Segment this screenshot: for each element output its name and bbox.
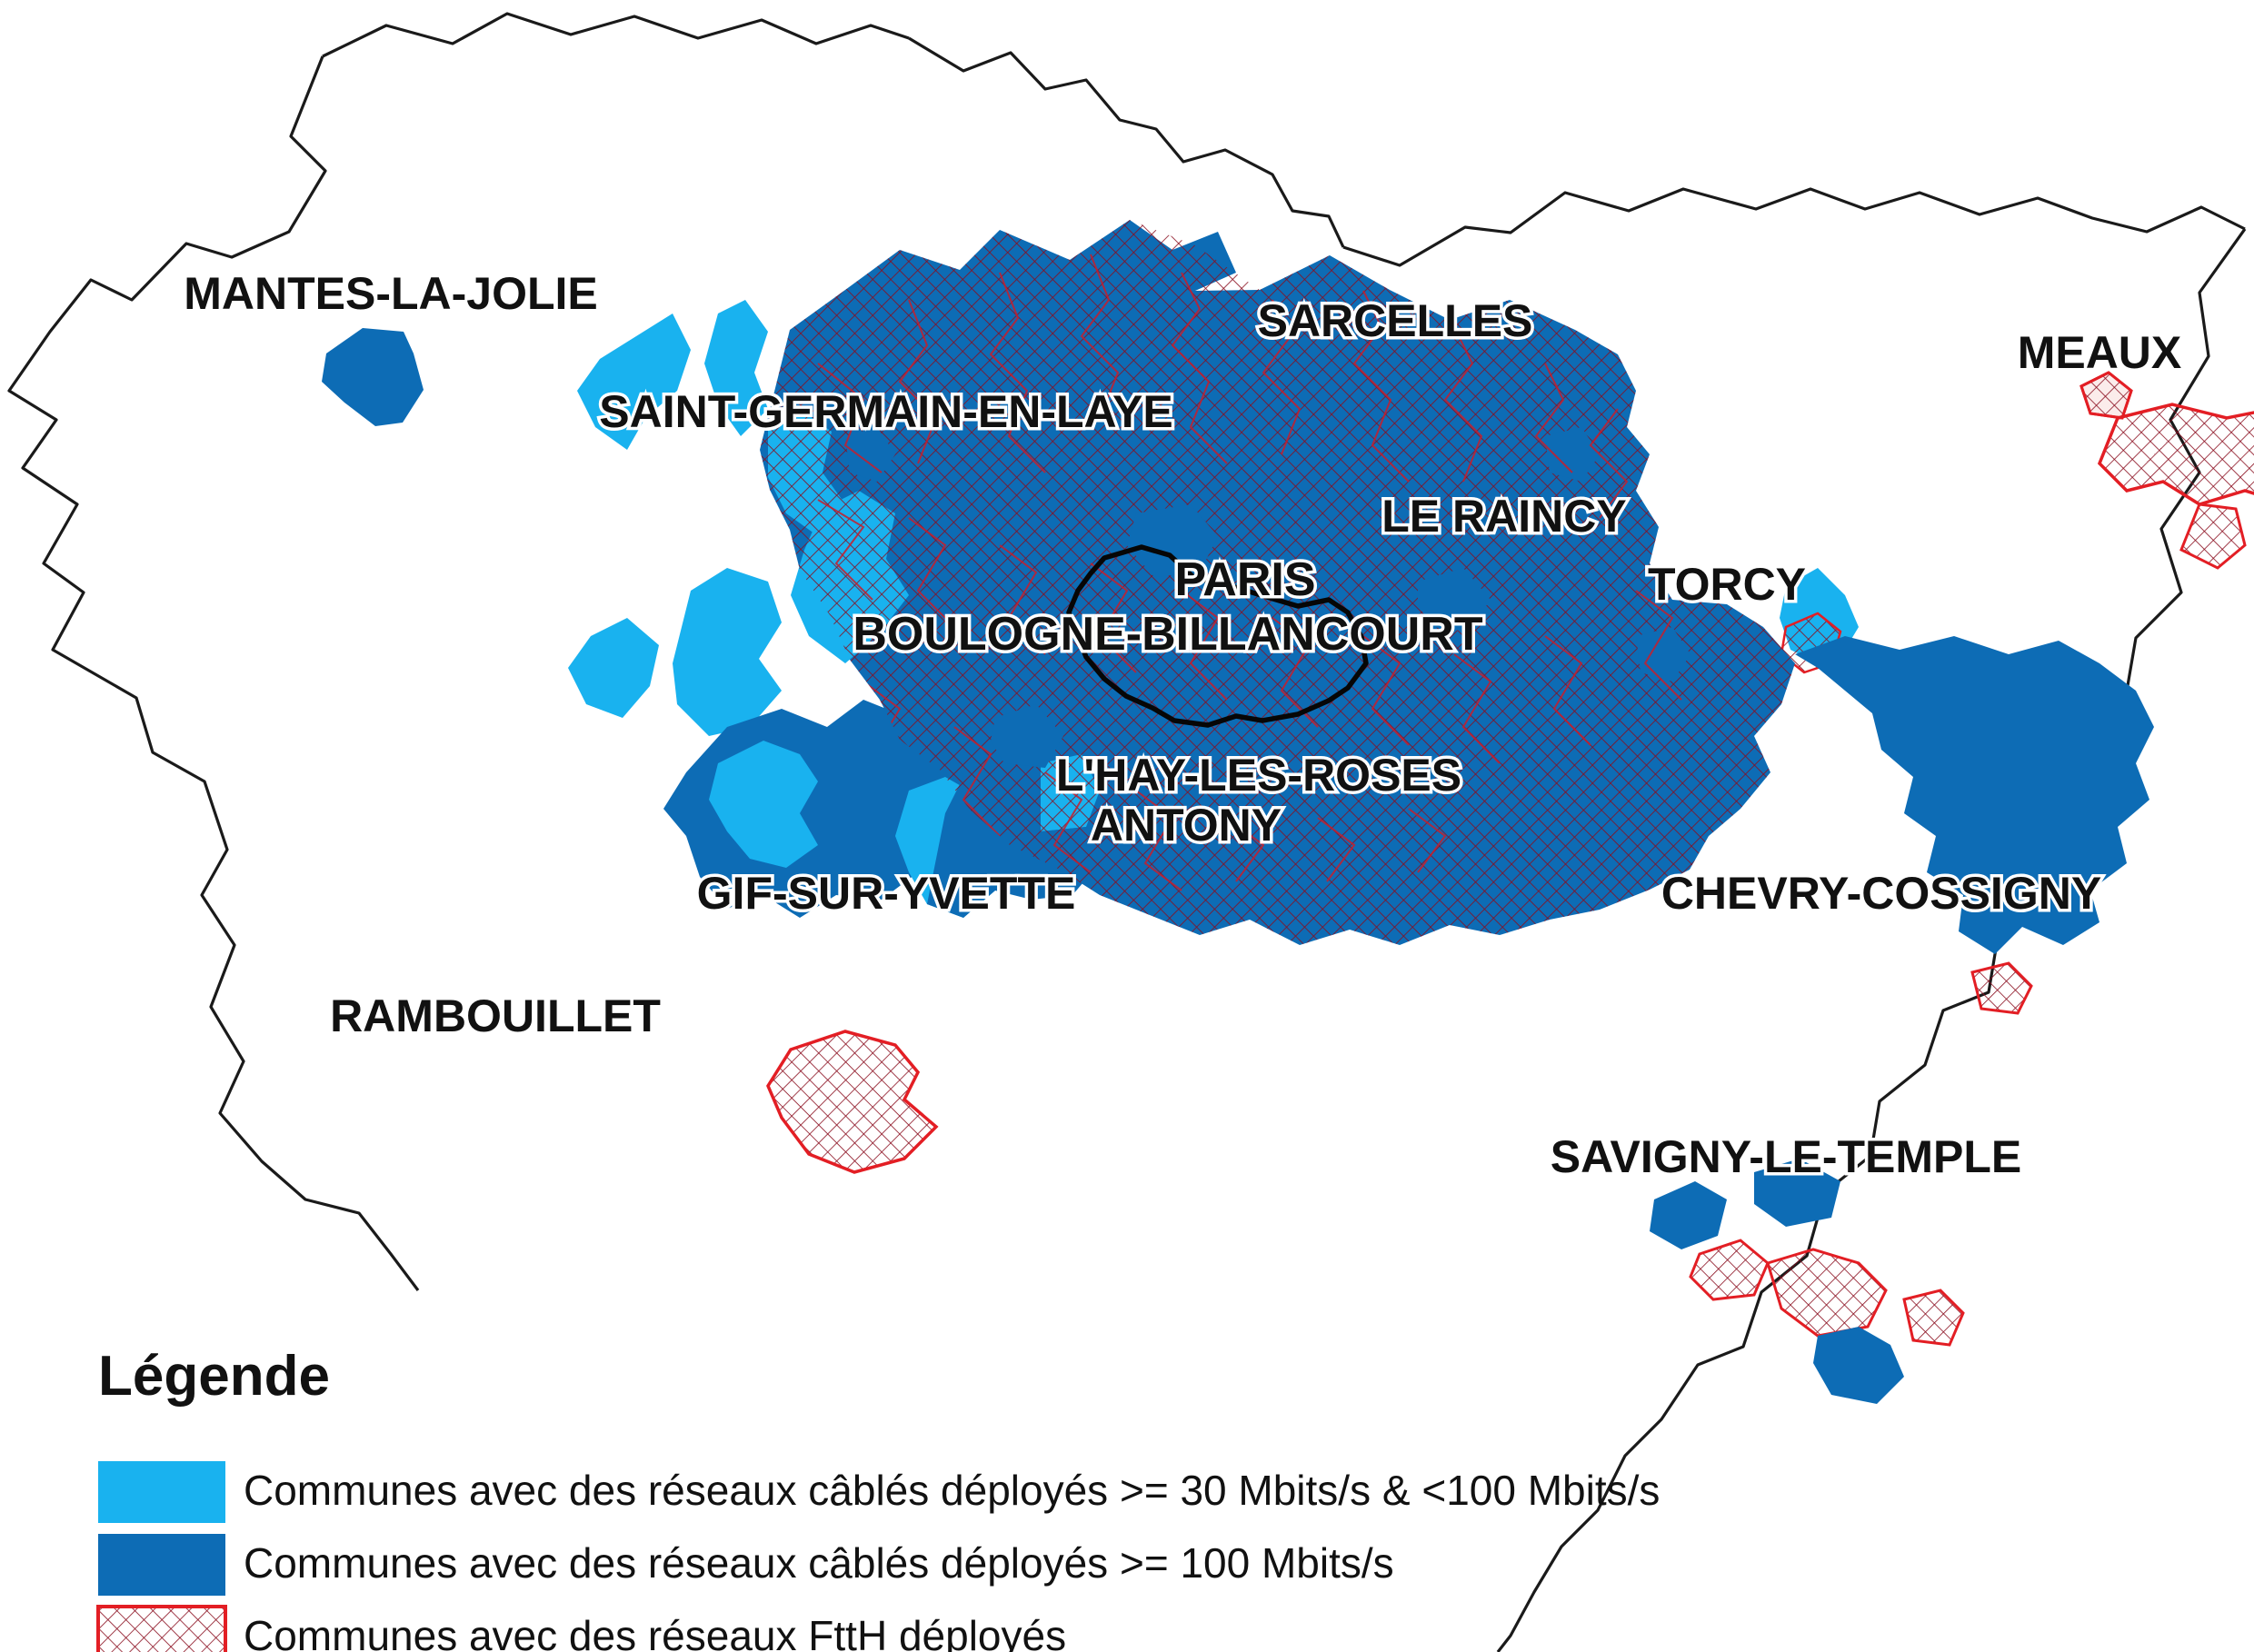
svg-text:Légende: Légende	[98, 1345, 330, 1408]
svg-text:SAINT-GERMAIN-EN-LAYE: SAINT-GERMAIN-EN-LAYE	[599, 386, 1173, 437]
svg-text:Communes avec des réseaux FttH: Communes avec des réseaux FttH déployés	[244, 1612, 1066, 1652]
svg-text:Communes avec des réseaux câbl: Communes avec des réseaux câblés déployé…	[244, 1467, 1660, 1514]
svg-text:SARCELLES: SARCELLES	[1258, 295, 1533, 346]
svg-text:MEAUX: MEAUX	[2018, 327, 2182, 378]
svg-text:RAMBOUILLET: RAMBOUILLET	[330, 990, 661, 1041]
svg-text:BOULOGNE-BILLANCOURT: BOULOGNE-BILLANCOURT	[853, 608, 1483, 661]
svg-text:CHEVRY-COSSIGNY: CHEVRY-COSSIGNY	[1661, 868, 2101, 919]
svg-text:LE RAINCY: LE RAINCY	[1381, 491, 1626, 542]
svg-text:MANTES-LA-JOLIE: MANTES-LA-JOLIE	[184, 268, 598, 319]
svg-text:GIF-SUR-YVETTE: GIF-SUR-YVETTE	[697, 868, 1076, 919]
svg-text:SAVIGNY-LE-TEMPLE: SAVIGNY-LE-TEMPLE	[1551, 1131, 2022, 1182]
svg-text:PARIS: PARIS	[1174, 553, 1315, 606]
svg-text:ANTONY: ANTONY	[1091, 800, 1282, 851]
svg-text:TORCY: TORCY	[1648, 559, 1806, 610]
svg-text:Communes avec des réseaux câbl: Communes avec des réseaux câblés déployé…	[244, 1539, 1394, 1587]
svg-text:L'HAY-LES-ROSES: L'HAY-LES-ROSES	[1056, 750, 1461, 801]
